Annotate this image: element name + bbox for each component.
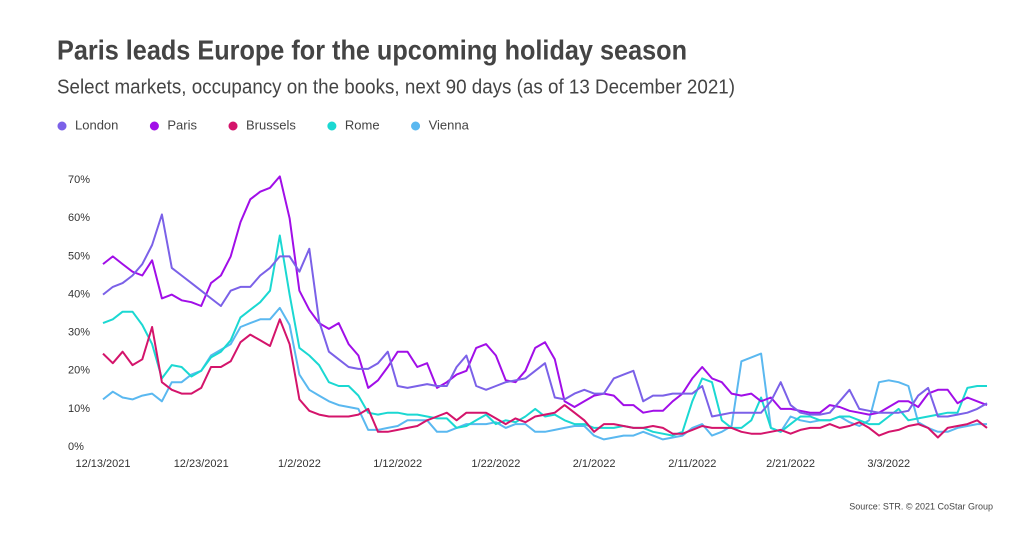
- legend-label: Rome: [345, 117, 380, 132]
- x-tick-label: 3/3/2022: [867, 458, 910, 470]
- y-tick-label: 20%: [68, 365, 90, 377]
- y-tick-label: 30%: [68, 327, 90, 339]
- legend-marker: [228, 121, 238, 131]
- x-tick-label: 2/21/2022: [766, 458, 815, 470]
- x-tick-label: 2/1/2022: [573, 458, 616, 470]
- series-line: [102, 175, 988, 416]
- source-note: Source: STR. © 2021 CoStar Group: [849, 501, 993, 511]
- legend-marker: [57, 121, 67, 131]
- x-tick-label: 12/23/2021: [174, 458, 229, 470]
- x-tick-label: 1/2/2022: [278, 458, 321, 470]
- series-line: [102, 318, 988, 439]
- legend-marker: [411, 121, 421, 131]
- y-tick-label: 10%: [68, 403, 90, 415]
- y-tick-label: 40%: [68, 288, 90, 300]
- x-tick-label: 12/13/2021: [75, 458, 130, 470]
- y-tick-label: 70%: [68, 174, 90, 186]
- x-tick-label: 1/12/2022: [373, 458, 422, 470]
- y-tick-label: 50%: [68, 250, 90, 262]
- series-line: [102, 234, 987, 437]
- legend-marker: [149, 121, 159, 131]
- legend-marker: [327, 121, 337, 131]
- legend-label: Brussels: [246, 117, 296, 132]
- x-tick-label: 1/22/2022: [471, 458, 520, 470]
- x-tick-label: 2/11/2022: [668, 458, 716, 470]
- legend-label: Vienna: [429, 117, 470, 132]
- chart-subtitle: Select markets, occupancy on the books, …: [57, 76, 735, 98]
- y-tick-label: 60%: [68, 212, 90, 224]
- chart-title: Paris leads Europe for the upcoming holi…: [57, 34, 687, 65]
- y-tick-label: 0%: [68, 441, 84, 453]
- series-line: [102, 213, 988, 418]
- legend-label: London: [75, 117, 118, 132]
- legend-label: Paris: [167, 117, 197, 132]
